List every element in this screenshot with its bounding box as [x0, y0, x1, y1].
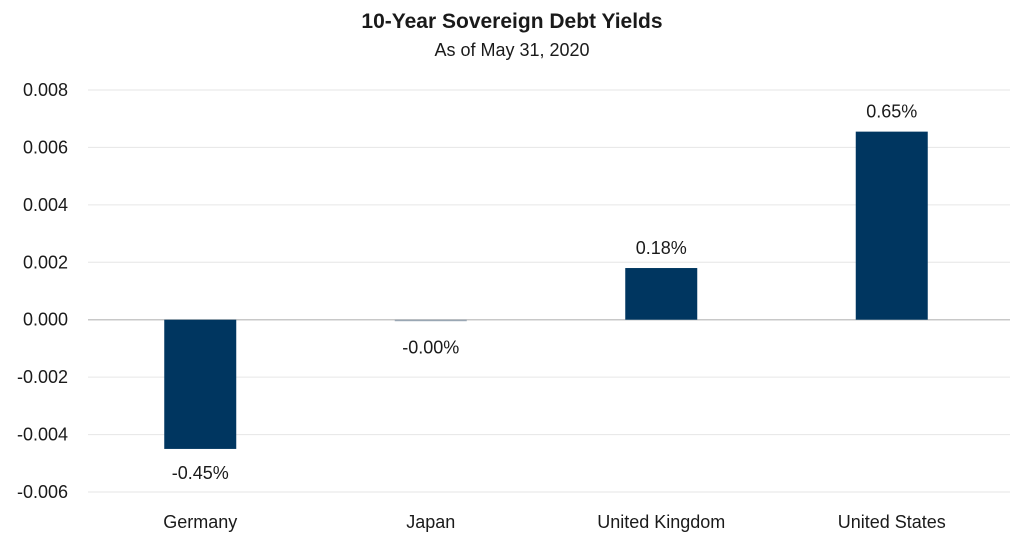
- data-labels: -0.45% -0.00% 0.18% 0.65%: [172, 102, 918, 483]
- x-axis-categories: Germany Japan United Kingdom United States: [163, 512, 946, 532]
- bar-germany: [164, 319, 237, 449]
- x-category-label: United Kingdom: [597, 512, 725, 532]
- bar-united-kingdom: [625, 268, 698, 320]
- x-category-label: United States: [838, 512, 946, 532]
- chart-title: 10-Year Sovereign Debt Yields: [361, 10, 663, 33]
- bar-united-states: [855, 131, 928, 320]
- x-category-label: Japan: [406, 512, 455, 532]
- y-tick-label: -0.002: [17, 367, 68, 387]
- y-axis-ticks: 0.008 0.006 0.004 0.002 0.000 -0.002 -0.004 -0.…: [17, 80, 68, 502]
- chart-subtitle: As of May 31, 2020: [434, 40, 590, 60]
- y-tick-label: -0.006: [17, 482, 68, 502]
- y-tick-label: 0.004: [23, 195, 68, 215]
- y-tick-label: 0.008: [23, 80, 68, 100]
- y-tick-label: 0.002: [23, 252, 68, 272]
- data-label: 0.18%: [636, 238, 687, 258]
- bars: [164, 131, 928, 449]
- data-label: -0.00%: [402, 338, 459, 358]
- y-tick-label: 0.000: [23, 310, 68, 330]
- y-tick-label: 0.006: [23, 137, 68, 157]
- y-tick-label: -0.004: [17, 425, 68, 445]
- data-label: 0.65%: [866, 102, 917, 122]
- bar-japan: [394, 319, 467, 322]
- data-label: -0.45%: [172, 463, 229, 483]
- x-category-label: Germany: [163, 512, 237, 532]
